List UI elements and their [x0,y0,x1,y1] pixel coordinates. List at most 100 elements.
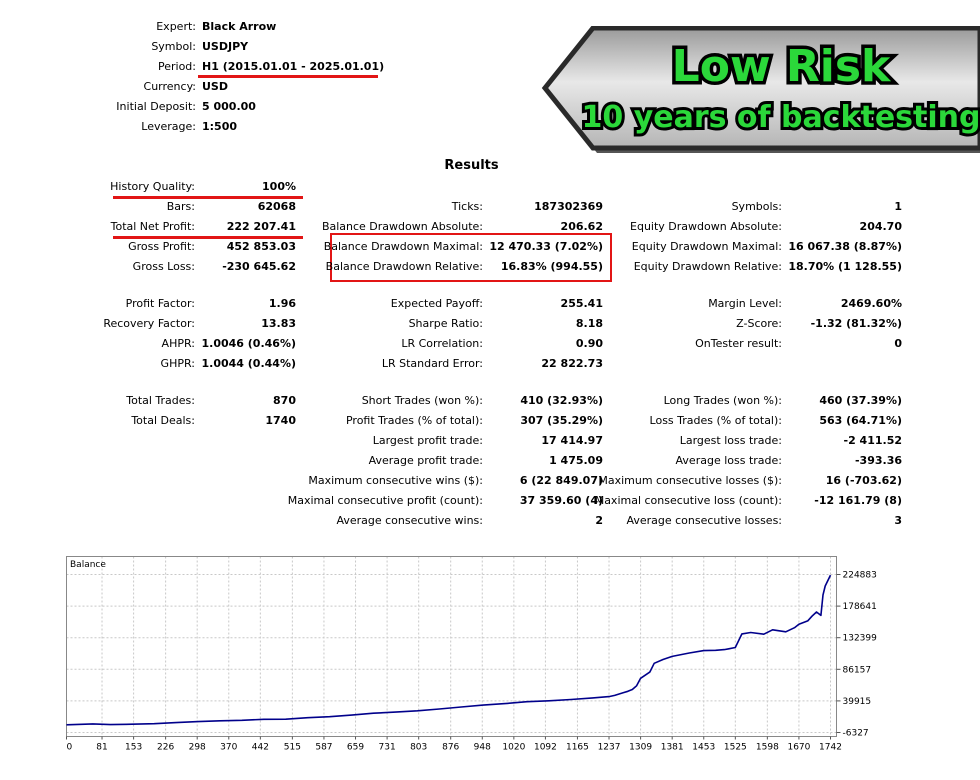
equity-drawdown-maximal-value: 16 067.38 (8.87%) [788,240,902,253]
chart-x-tick-label: 298 [189,743,206,753]
chart-x-tick-label: 1309 [629,743,652,753]
chart-x-tick-label: 1092 [534,743,557,753]
chart-x-tick-label: 1381 [661,743,684,753]
results-title: Results [444,158,499,173]
largest-profit-trade-value: 17 414.97 [541,434,603,447]
total-trades-label: Total Trades: [126,394,195,407]
z-score-value: -1.32 (81.32%) [810,317,902,330]
expected-payoff-label: Expected Payoff: [390,297,483,310]
total-deals-label: Total Deals: [131,414,195,427]
total-trades-value: 870 [273,394,296,407]
expert-value: Black Arrow [202,20,277,33]
total-net-profit-label: Total Net Profit: [110,220,195,233]
largest-loss-trade-value: -2 411.52 [843,434,903,447]
chart-x-tick-label: 515 [284,743,301,753]
banner-line2: 10 years of backtesting [582,100,980,135]
ontester-result-label: OnTester result: [695,337,782,350]
symbol-label: Symbol: [151,40,196,53]
max-consecutive-losses-value: 16 (-703.62) [825,474,902,487]
bars-label: Bars: [166,200,195,213]
chart-x-tick-label: 1670 [787,743,810,753]
expert-label: Expert: [156,20,196,33]
equity-drawdown-absolute-label: Equity Drawdown Absolute: [630,220,782,233]
recovery-factor-value: 13.83 [261,317,296,330]
chart-x-tick-label: 442 [252,743,269,753]
margin-level-label: Margin Level: [708,297,782,310]
chart-plot-frame [66,556,837,737]
average-profit-trade-label: Average profit trade: [368,454,483,467]
z-score-label: Z-Score: [736,317,782,330]
balance-drawdown-maximal-value: 12 470.33 (7.02%) [489,240,603,253]
ticks-label: Ticks: [451,200,483,213]
history-quality-label: History Quality: [110,180,195,193]
equity-drawdown-relative-value: 18.70% (1 128.55) [788,260,902,273]
maximal-consecutive-profit-value: 37 359.60 (4) [519,494,603,507]
chart-title: Balance [70,560,106,570]
chart-y-tick-label: -6327 [843,729,869,739]
symbols-value: 1 [894,200,902,213]
average-consecutive-losses-value: 3 [894,514,902,527]
largest-loss-trade-label: Largest loss trade: [679,434,782,447]
gross-profit-label: Gross Profit: [128,240,195,253]
chart-y-tick-label: 178641 [843,602,877,612]
history-quality-underline [113,196,303,199]
ontester-result-value: 0 [894,337,902,350]
profit-factor-value: 1.96 [268,297,296,310]
average-loss-trade-label: Average loss trade: [675,454,782,467]
chart-x-tick-label: 153 [125,743,142,753]
symbols-label: Symbols: [731,200,782,213]
chart-grid [66,556,837,737]
lr-correlation-label: LR Correlation: [401,337,483,350]
balance-drawdown-absolute-label: Balance Drawdown Absolute: [321,220,483,233]
gross-loss-label: Gross Loss: [132,260,195,273]
lr-correlation-value: 0.90 [575,337,603,350]
maximal-consecutive-profit-label: Maximal consecutive profit (count): [287,494,483,507]
low-risk-banner: Low Risk 10 years of backtesting [541,26,980,153]
chart-y-tick-label: 86157 [843,665,872,675]
loss-trades-label: Loss Trades (% of total): [649,414,782,427]
chart-x-tick-label: 948 [474,743,491,753]
chart-x-tick-label: 803 [410,743,427,753]
average-profit-trade-value: 1 475.09 [549,454,603,467]
maximal-consecutive-loss-value: -12 161.79 (8) [814,494,902,507]
recovery-factor-label: Recovery Factor: [103,317,195,330]
leverage-label: Leverage: [141,120,196,133]
chart-x-tick-label: 1742 [819,743,842,753]
balance-drawdown-highlight-box [330,233,612,282]
largest-profit-trade-label: Largest profit trade: [372,434,483,447]
chart-y-tick-label: 132399 [843,634,878,644]
max-consecutive-wins-label: Maximum consecutive wins ($): [308,474,483,487]
total-net-profit-value: 222 207.41 [226,220,296,233]
chart-x-tick-label: 1525 [724,743,747,753]
initial-deposit-label: Initial Deposit: [116,100,196,113]
total-deals-value: 1740 [265,414,296,427]
max-consecutive-losses-label: Maximum consecutive losses ($): [598,474,782,487]
short-trades-label: Short Trades (won %): [361,394,483,407]
period-label: Period: [157,60,196,73]
chart-x-tick-label: 1165 [566,743,589,753]
chart-y-axis: 224883 178641 132399 86157 39915 -6327 [836,571,878,739]
short-trades-value: 410 (32.93%) [520,394,603,407]
maximal-consecutive-loss-label: Maximal consecutive loss (count): [594,494,782,507]
chart-x-tick-label: 1020 [502,743,525,753]
currency-label: Currency: [143,80,196,93]
chart-x-tick-label: 81 [96,743,107,753]
equity-drawdown-relative-label: Equity Drawdown Relative: [633,260,782,273]
banner-line1: Low Risk [672,41,892,92]
balance-drawdown-maximal-label: Balance Drawdown Maximal: [323,240,483,253]
sharpe-ratio-label: Sharpe Ratio: [408,317,483,330]
ghpr-value: 1.0044 (0.44%) [201,357,297,370]
currency-value: USD [202,80,228,93]
history-quality-value: 100% [262,180,296,193]
chart-x-tick-label: 731 [379,743,396,753]
ticks-value: 187302369 [534,200,603,213]
chart-x-tick-label: 370 [220,743,237,753]
long-trades-value: 460 (37.39%) [819,394,902,407]
sharpe-ratio-value: 8.18 [575,317,603,330]
equity-drawdown-maximal-label: Equity Drawdown Maximal: [631,240,782,253]
average-consecutive-wins-value: 2 [595,514,603,527]
symbol-value: USDJPY [202,40,249,53]
balance-drawdown-relative-value: 16.83% (994.55) [500,260,603,273]
chart-x-tick-label: 1237 [598,743,621,753]
chart-x-tick-label: 1598 [756,743,779,753]
